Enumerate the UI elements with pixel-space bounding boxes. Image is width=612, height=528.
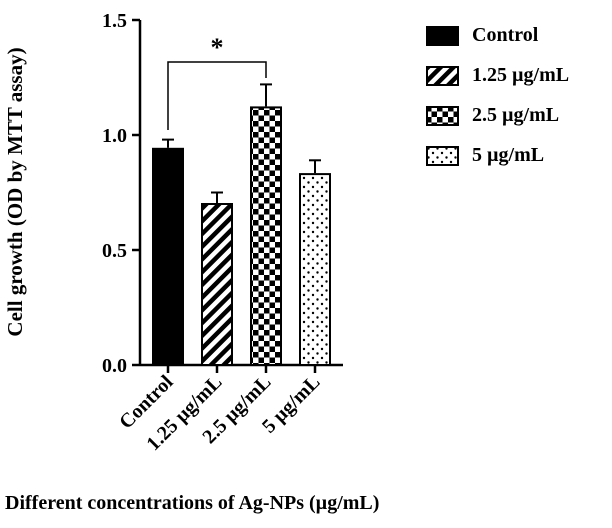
bar-3 [299,173,331,366]
legend-label: Control [472,24,539,46]
y-tick-label: 0.5 [102,240,127,262]
legend-swatch-diagonal-stripes [426,65,459,86]
legend-swatch-checkerboard [426,105,459,126]
bar-1 [201,203,233,366]
bar-2 [250,106,282,367]
significance-star: * [211,33,224,62]
legend-label: 1.25 µg/mL [472,64,570,86]
legend-label: 5 µg/mL [472,144,545,166]
legend-item-control: Control [426,24,569,47]
significance-bracket [167,61,267,130]
bar-chart-plot: Cell growth (OD by MTT assay) 0.0 0.5 1.0 1.… [3,10,343,455]
y-tick-label: 0.0 [102,355,127,377]
legend-swatch-dots [426,145,459,166]
legend-item-2-5: 2.5 µg/mL [426,104,569,127]
legend-label: 2.5 µg/mL [472,104,560,126]
y-tick-label: 1.0 [102,125,127,147]
legend-item-5: 5 µg/mL [426,144,569,167]
legend-item-1-25: 1.25 µg/mL [426,64,569,87]
chart-legend: Control 1.25 µg/mL 2.5 µg/mL 5 µg/mL [426,24,569,167]
legend-swatch-solid [426,25,459,46]
y-tick-label: 1.5 [102,10,127,32]
figure-caption: Different concentrations of Ag-NPs (µg/m… [5,492,380,514]
bar-0 [152,147,184,366]
y-axis-title: Cell growth (OD by MTT assay) [3,47,27,336]
